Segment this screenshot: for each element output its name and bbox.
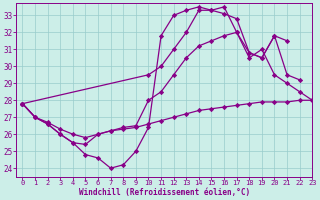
X-axis label: Windchill (Refroidissement éolien,°C): Windchill (Refroidissement éolien,°C): [79, 188, 250, 197]
